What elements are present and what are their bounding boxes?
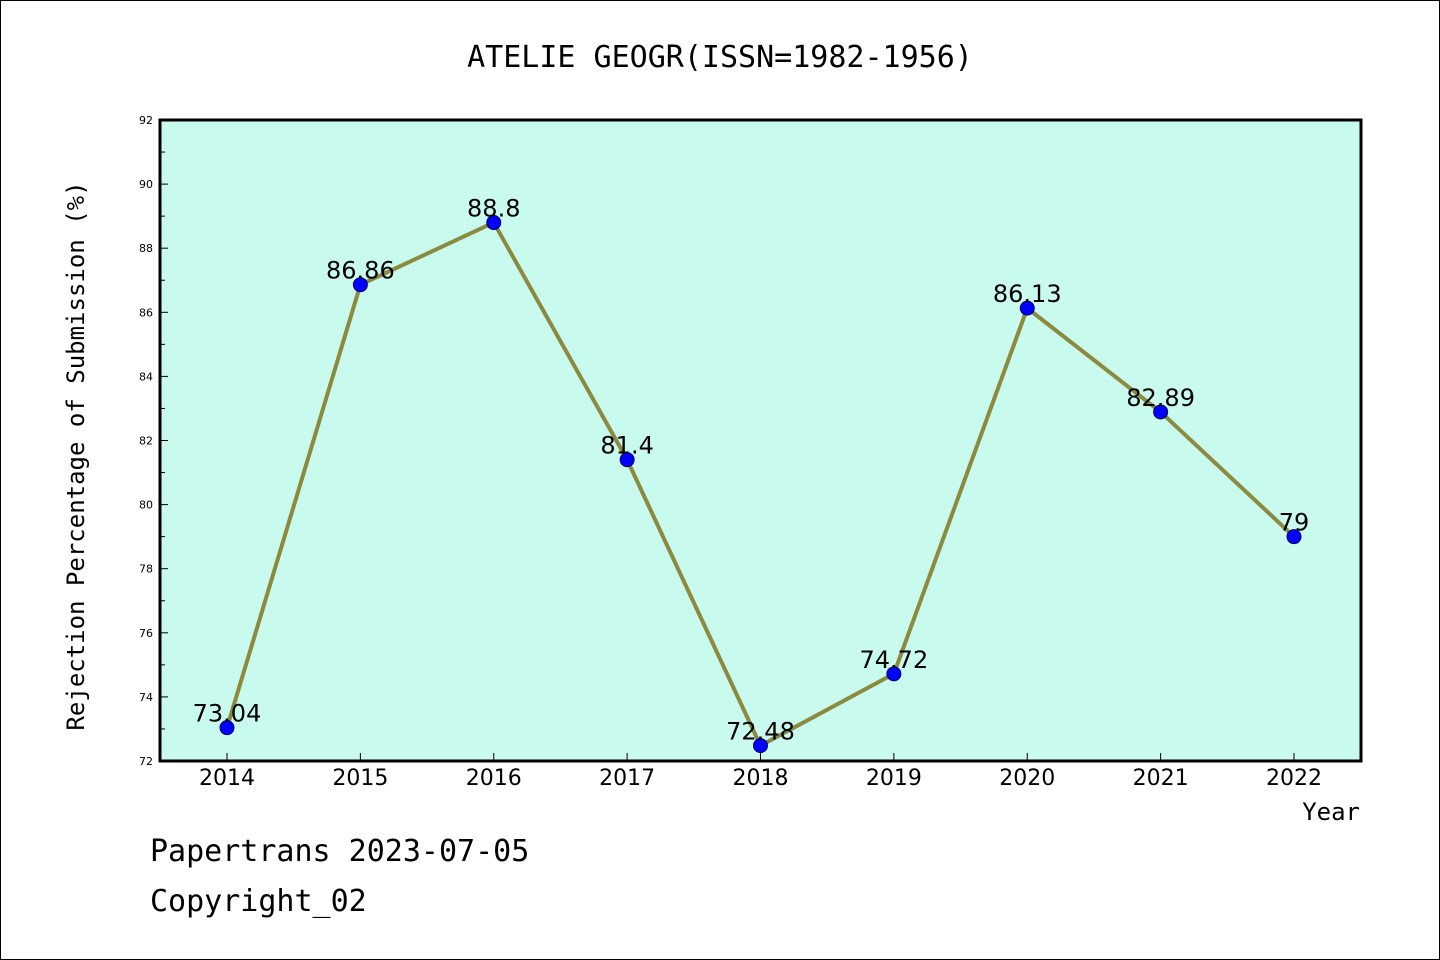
x-tick-label: 2020 <box>999 766 1055 791</box>
data-point <box>886 666 902 682</box>
data-label: 88.8 <box>467 195 520 223</box>
x-tick-label: 2017 <box>599 766 655 791</box>
y-tick-label: 72 <box>139 755 153 768</box>
data-point <box>1286 529 1302 545</box>
y-tick-label: 84 <box>139 370 153 383</box>
x-axis-label: Year <box>1302 798 1360 826</box>
data-point <box>1153 404 1169 420</box>
data-point <box>1019 300 1035 316</box>
data-point <box>753 738 768 754</box>
x-tick-label: 2015 <box>332 766 388 791</box>
footer-copyright: Copyright_02 <box>150 884 367 919</box>
y-tick-label: 78 <box>139 563 153 576</box>
x-tick-label: 2018 <box>733 766 789 791</box>
data-point <box>219 720 235 736</box>
series: 73.04 86.86 88.8 81.4 72.48 74.72 86.13 82.89 79 <box>193 195 1310 754</box>
y-axis-label: Rejection Percentage of Submission (%) <box>62 181 90 730</box>
data-label: 81.4 <box>600 432 653 460</box>
y-tick-label: 80 <box>139 499 153 512</box>
plot-border <box>158 118 1363 763</box>
data-label: 82.89 <box>1126 384 1195 412</box>
data-label: 73.04 <box>193 700 262 728</box>
footer-date: Papertrans 2023-07-05 <box>150 834 530 869</box>
y-tick-label: 92 <box>139 114 153 127</box>
data-label: 72.48 <box>726 718 795 746</box>
chart-title: ATELIE GEOGR(ISSN=1982-1956) <box>467 40 973 75</box>
x-tick-label: 2022 <box>1266 766 1322 791</box>
data-point <box>352 277 368 293</box>
x-tick-label: 2019 <box>866 766 922 791</box>
data-label: 74.72 <box>860 646 929 674</box>
y-tick-label: 74 <box>139 691 153 704</box>
plot-area <box>160 120 1361 761</box>
y-tick-label: 82 <box>139 435 153 448</box>
x-tick-label: 2014 <box>199 766 255 791</box>
y-tick-label: 88 <box>139 242 153 255</box>
y-tick-label: 76 <box>139 627 153 640</box>
data-label: 79 <box>1279 509 1310 537</box>
y-tick-label: 86 <box>139 306 153 319</box>
x-tick-label: 2021 <box>1133 766 1189 791</box>
data-label: 86.86 <box>326 257 395 285</box>
data-point <box>486 215 502 231</box>
x-tick-label: 2016 <box>466 766 522 791</box>
x-axis: 2014 2015 2016 2017 2018 2019 2020 2021 2022 <box>199 753 1322 791</box>
data-label: 86.13 <box>993 280 1062 308</box>
data-point <box>619 452 635 468</box>
y-tick-label: 90 <box>139 178 153 191</box>
